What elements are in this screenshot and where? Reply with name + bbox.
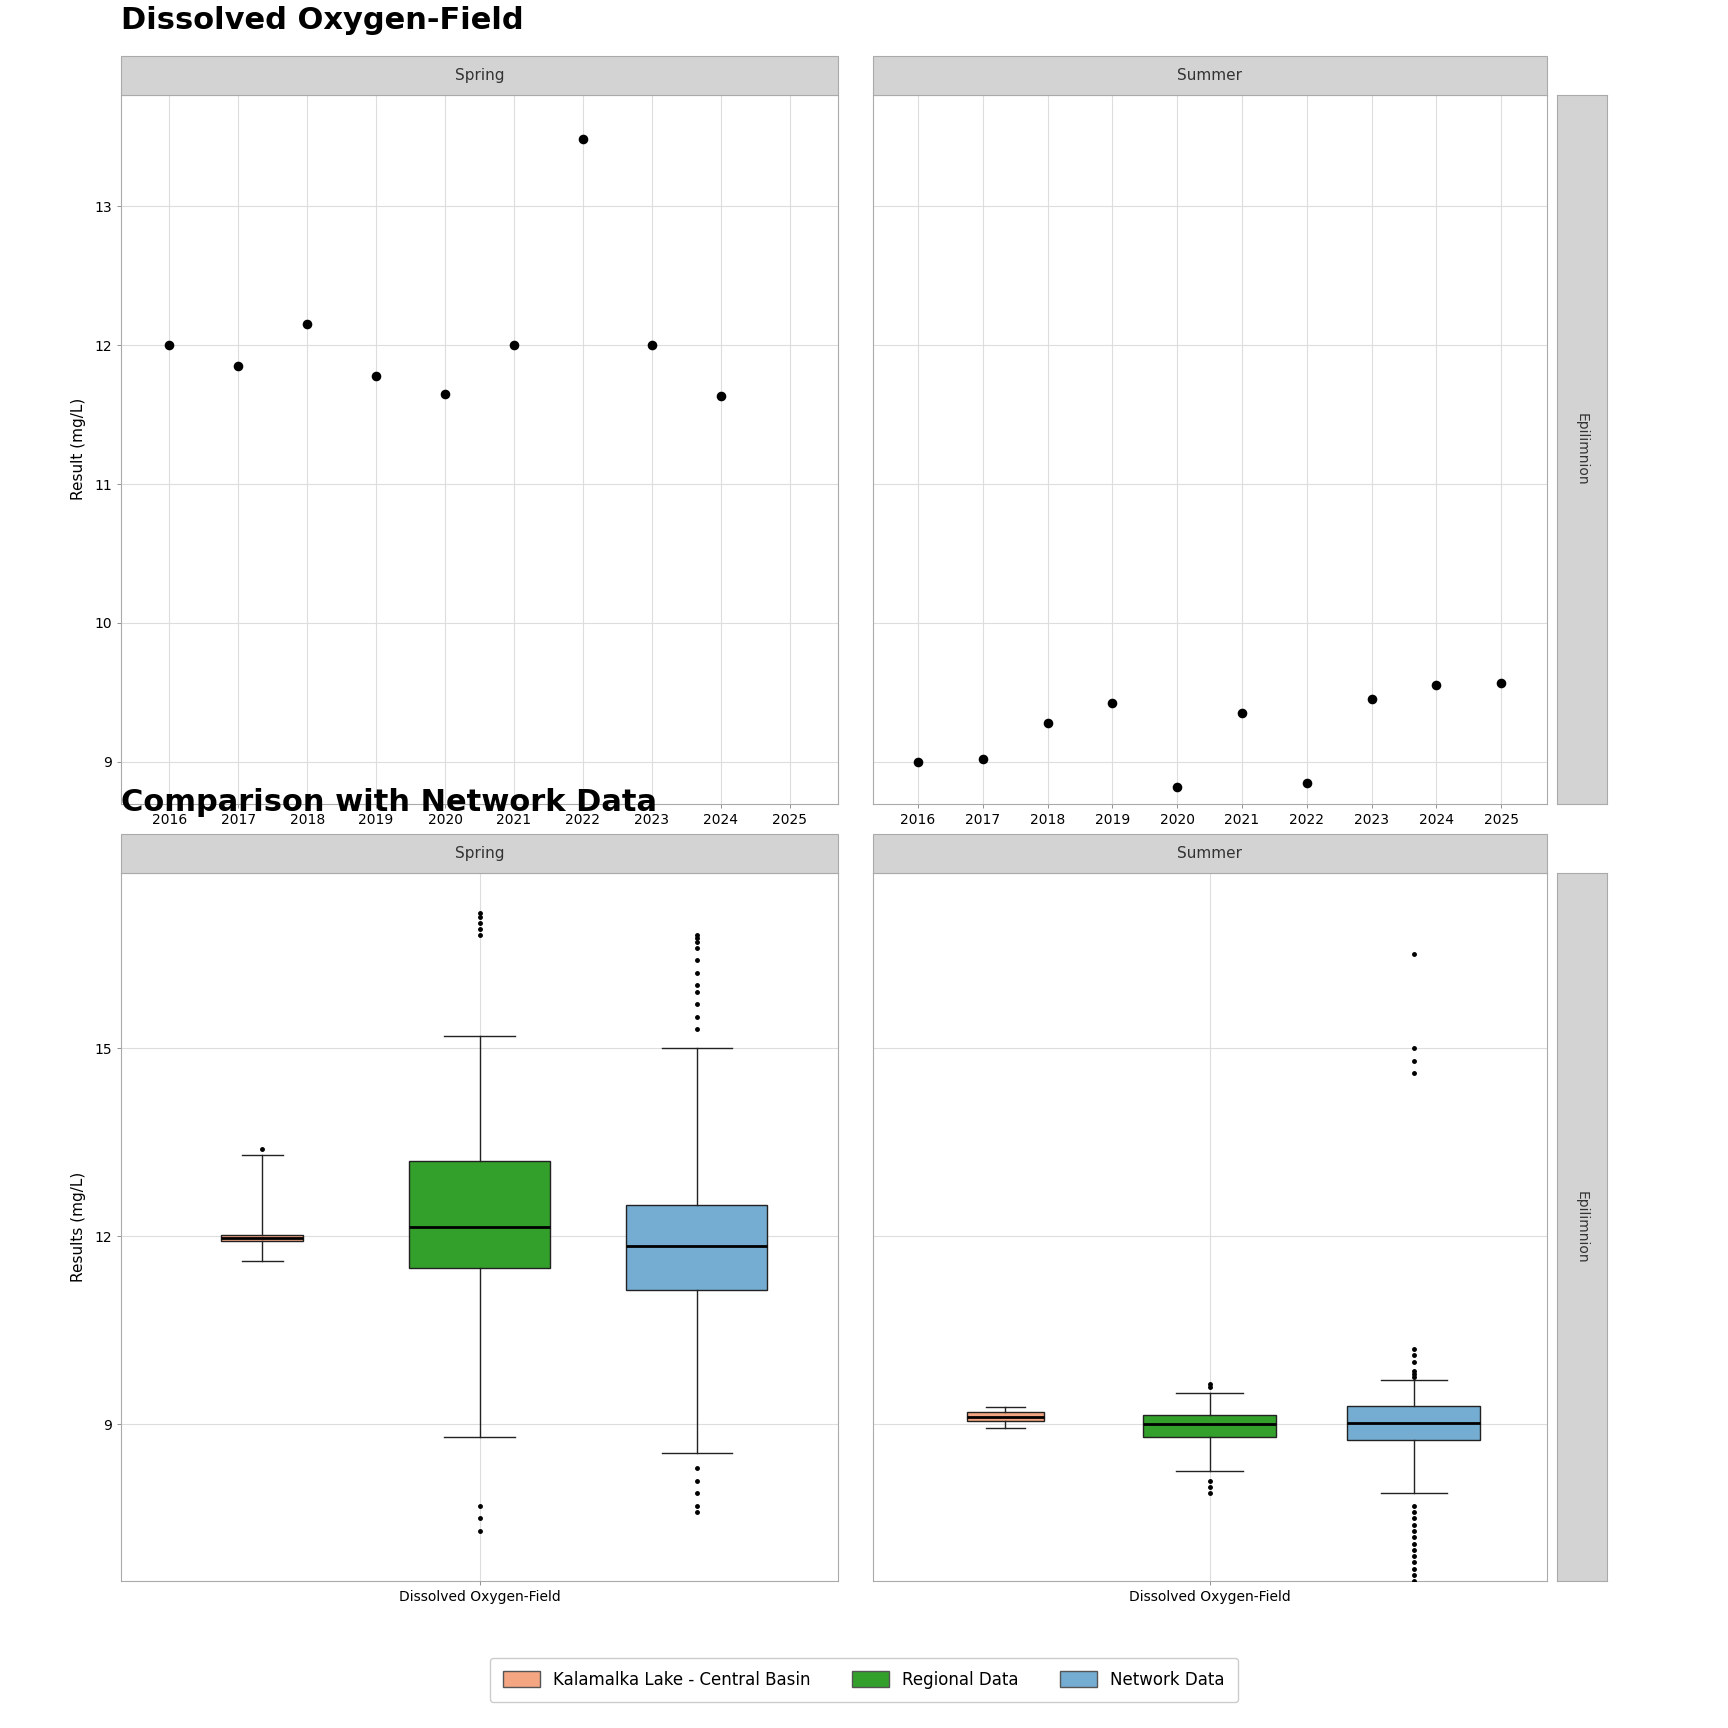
Bar bbox=[873, 55, 1547, 95]
Point bbox=[904, 748, 931, 776]
PathPatch shape bbox=[410, 1161, 550, 1268]
Text: Spring: Spring bbox=[454, 67, 505, 83]
Point bbox=[363, 361, 391, 389]
Bar bbox=[121, 55, 838, 95]
PathPatch shape bbox=[221, 1236, 304, 1241]
Y-axis label: Result (mg/L): Result (mg/L) bbox=[71, 397, 86, 501]
Text: Summer: Summer bbox=[1177, 845, 1242, 861]
Legend: Kalamalka Lake - Central Basin, Regional Data, Network Data: Kalamalka Lake - Central Basin, Regional… bbox=[489, 1657, 1239, 1702]
Point bbox=[569, 126, 596, 154]
Point bbox=[638, 332, 665, 359]
Text: Epilimnion: Epilimnion bbox=[1574, 413, 1590, 486]
PathPatch shape bbox=[1348, 1405, 1481, 1439]
PathPatch shape bbox=[966, 1412, 1044, 1420]
Point bbox=[1293, 769, 1320, 797]
Text: Comparison with Network Data: Comparison with Network Data bbox=[121, 788, 657, 817]
Bar bbox=[873, 833, 1547, 873]
Y-axis label: Results (mg/L): Results (mg/L) bbox=[71, 1172, 86, 1282]
Point bbox=[1033, 708, 1061, 736]
Point bbox=[1488, 669, 1515, 696]
Point bbox=[499, 332, 527, 359]
Text: Spring: Spring bbox=[454, 845, 505, 861]
Point bbox=[1422, 672, 1450, 700]
Point bbox=[225, 353, 252, 380]
Point bbox=[707, 382, 734, 410]
Point bbox=[1163, 772, 1191, 800]
Point bbox=[432, 380, 460, 408]
Point bbox=[1099, 689, 1127, 717]
Text: Epilimnion: Epilimnion bbox=[1574, 1191, 1590, 1263]
Point bbox=[156, 332, 183, 359]
Text: Dissolved Oxygen-Field: Dissolved Oxygen-Field bbox=[121, 5, 524, 35]
PathPatch shape bbox=[1144, 1415, 1275, 1438]
Point bbox=[294, 311, 321, 339]
Point bbox=[969, 745, 997, 772]
Point bbox=[1358, 686, 1386, 714]
PathPatch shape bbox=[626, 1204, 767, 1289]
Point bbox=[1229, 700, 1256, 727]
Bar bbox=[121, 833, 838, 873]
Text: Summer: Summer bbox=[1177, 67, 1242, 83]
